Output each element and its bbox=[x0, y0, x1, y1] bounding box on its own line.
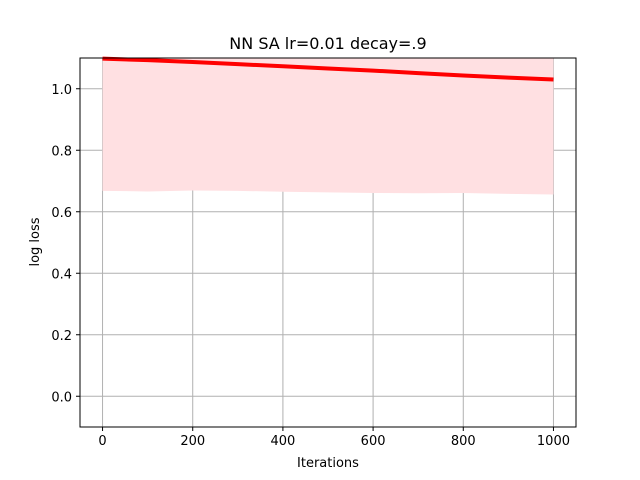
x-tick-label: 1000 bbox=[537, 434, 570, 449]
x-tick-label: 0 bbox=[98, 434, 106, 449]
x-tick-label: 200 bbox=[180, 434, 205, 449]
x-axis-ticks: 0 200 400 600 800 1000 bbox=[98, 427, 570, 449]
y-tick-label: 0.6 bbox=[51, 206, 72, 221]
y-axis-ticks: 0.0 0.2 0.4 0.6 0.8 1.0 bbox=[51, 83, 80, 406]
y-tick-label: 0.2 bbox=[51, 329, 72, 344]
x-tick-label: 400 bbox=[270, 434, 295, 449]
y-tick-label: 0.4 bbox=[51, 267, 72, 282]
x-tick-label: 800 bbox=[451, 434, 476, 449]
x-tick-label: 600 bbox=[361, 434, 386, 449]
y-tick-label: 0.0 bbox=[51, 390, 72, 405]
y-tick-label: 0.8 bbox=[51, 144, 72, 159]
chart-title: NN SA lr=0.01 decay=.9 bbox=[229, 34, 426, 53]
y-tick-label: 1.0 bbox=[51, 83, 72, 98]
x-axis-label: Iterations bbox=[297, 456, 359, 471]
y-axis-label: log loss bbox=[28, 217, 43, 266]
